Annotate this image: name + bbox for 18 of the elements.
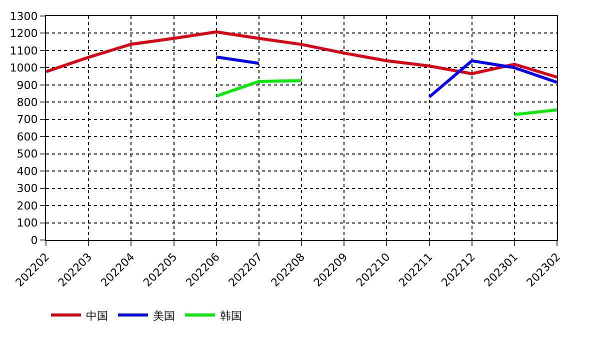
legend-label: 美国 (153, 309, 175, 322)
y-tick-label: 1300 (10, 10, 38, 23)
y-tick-label: 200 (16, 199, 38, 212)
y-tick-label: 700 (16, 113, 38, 126)
y-tick-label: 1100 (10, 44, 38, 58)
y-tick-label: 600 (16, 130, 38, 144)
y-tick-label: 400 (16, 164, 38, 178)
y-tick-label: 900 (16, 78, 38, 92)
y-tick-label: 1200 (10, 27, 38, 40)
y-tick-label: 0 (30, 234, 38, 247)
legend-label: 韩国 (220, 309, 242, 322)
y-tick-label: 300 (16, 182, 38, 196)
y-tick-label: 1000 (10, 62, 38, 75)
legend-label: 中国 (86, 309, 108, 322)
y-tick-label: 500 (16, 148, 38, 161)
line-series (46, 30, 557, 79)
y-tick-label: 100 (16, 216, 38, 230)
y-tick-label: 800 (16, 96, 38, 109)
